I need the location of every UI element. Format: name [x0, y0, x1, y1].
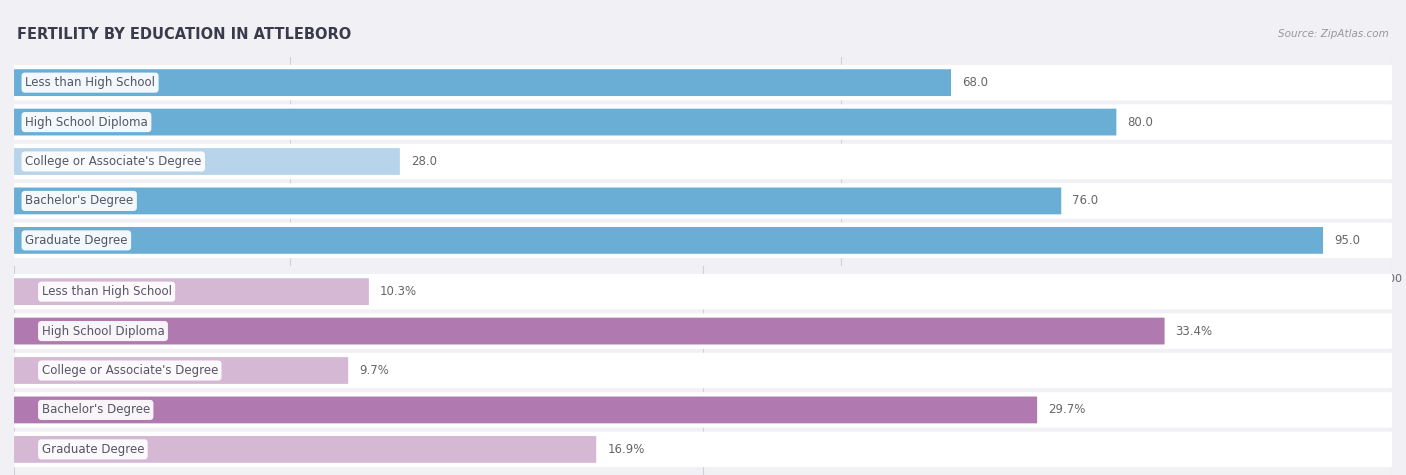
FancyBboxPatch shape [14, 104, 1392, 140]
Text: 29.7%: 29.7% [1047, 403, 1085, 417]
FancyBboxPatch shape [14, 278, 368, 305]
Text: High School Diploma: High School Diploma [42, 324, 165, 338]
Text: 16.9%: 16.9% [607, 443, 644, 456]
Text: 68.0: 68.0 [962, 76, 988, 89]
Text: 95.0: 95.0 [1334, 234, 1360, 247]
Text: 33.4%: 33.4% [1175, 324, 1213, 338]
FancyBboxPatch shape [14, 357, 349, 384]
Text: College or Associate's Degree: College or Associate's Degree [42, 364, 218, 377]
FancyBboxPatch shape [14, 148, 399, 175]
FancyBboxPatch shape [14, 109, 1116, 135]
FancyBboxPatch shape [14, 183, 1392, 218]
FancyBboxPatch shape [14, 392, 1392, 428]
FancyBboxPatch shape [14, 69, 950, 96]
Text: 80.0: 80.0 [1128, 115, 1153, 129]
FancyBboxPatch shape [14, 314, 1392, 349]
Text: Source: ZipAtlas.com: Source: ZipAtlas.com [1278, 29, 1389, 39]
Text: Less than High School: Less than High School [42, 285, 172, 298]
FancyBboxPatch shape [14, 436, 596, 463]
FancyBboxPatch shape [14, 353, 1392, 388]
FancyBboxPatch shape [14, 188, 1062, 214]
FancyBboxPatch shape [14, 144, 1392, 179]
Text: College or Associate's Degree: College or Associate's Degree [25, 155, 201, 168]
FancyBboxPatch shape [14, 227, 1323, 254]
Text: Graduate Degree: Graduate Degree [42, 443, 145, 456]
FancyBboxPatch shape [14, 432, 1392, 467]
Text: 28.0: 28.0 [411, 155, 437, 168]
Text: Bachelor's Degree: Bachelor's Degree [25, 194, 134, 208]
FancyBboxPatch shape [14, 397, 1038, 423]
Text: Graduate Degree: Graduate Degree [25, 234, 128, 247]
Text: Bachelor's Degree: Bachelor's Degree [42, 403, 150, 417]
Text: 9.7%: 9.7% [359, 364, 389, 377]
FancyBboxPatch shape [14, 65, 1392, 100]
Text: FERTILITY BY EDUCATION IN ATTLEBORO: FERTILITY BY EDUCATION IN ATTLEBORO [17, 27, 352, 42]
Text: 10.3%: 10.3% [380, 285, 418, 298]
FancyBboxPatch shape [14, 223, 1392, 258]
FancyBboxPatch shape [14, 274, 1392, 309]
Text: 76.0: 76.0 [1073, 194, 1098, 208]
Text: High School Diploma: High School Diploma [25, 115, 148, 129]
Text: Less than High School: Less than High School [25, 76, 155, 89]
FancyBboxPatch shape [14, 318, 1164, 344]
